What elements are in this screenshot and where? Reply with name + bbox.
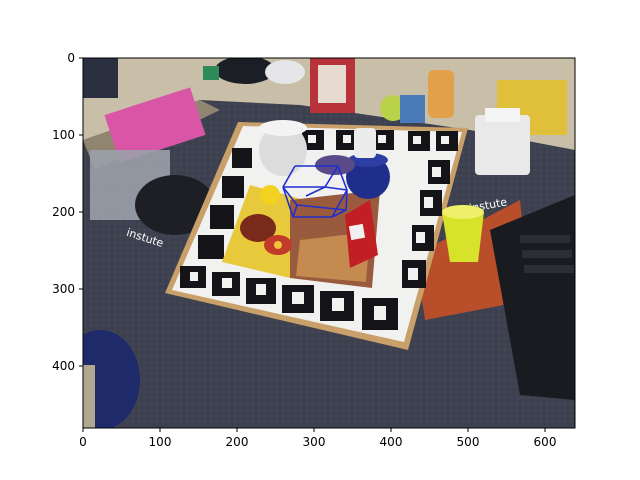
pink-box [104,87,206,163]
dark-object [83,58,118,98]
white-mug-body [259,124,307,176]
x-tick-label: 600 [534,435,557,449]
yellow-cup [442,212,484,262]
blue-box [400,95,425,123]
y-tick-label: 400 [52,359,75,373]
axes-frame [82,57,576,429]
tennis-ball [380,95,406,121]
wireframe-box [282,165,348,218]
blue-mug [346,155,390,199]
red-toy-hole [274,241,282,249]
y-axis: 0 100 200 300 400 [52,51,83,373]
wireframe-edge [292,204,298,218]
wireframe-edge [345,189,348,211]
marker-glyphs [190,134,449,320]
y-tick-label: 100 [52,128,75,142]
wireframe-edge [282,186,298,206]
wireframe-edge [282,165,296,188]
bottle [428,70,454,118]
wireframe-edge [305,186,326,197]
wireframe-edge [331,189,348,218]
wireframe-edge [282,186,294,218]
x-axis: 0 100 200 300 400 500 600 [79,428,556,449]
white-device-top [485,108,520,122]
dark-bowl [215,58,275,84]
white-bowl [265,60,305,84]
y-tick-label: 0 [67,51,75,65]
brown-figure [240,214,276,242]
x-tick-label: 400 [380,435,403,449]
white-device [475,115,530,175]
camera-pile [135,175,215,235]
wireframe-edge [331,209,347,218]
wireframe-edge [296,204,347,211]
y-tick-label: 300 [52,282,75,296]
wireframe-edge [337,165,348,191]
yellow-duck [260,185,280,205]
chair-seat [83,330,140,428]
purple-object [315,155,355,175]
wireframe-edge [324,186,348,191]
photo: instute instute [83,58,575,428]
x-tick-label: 200 [226,435,249,449]
chair-frame [83,365,95,428]
red-car-window [348,223,366,241]
yellow-cup-rim [442,205,484,219]
x-tick-label: 0 [79,435,87,449]
x-tick-label: 300 [303,435,326,449]
laptop-keys [520,235,574,273]
green-box [203,66,219,80]
x-tick-label: 500 [457,435,480,449]
white-bottle [354,128,376,158]
wireframe-edge [324,165,339,188]
laptop [490,195,575,400]
red-frame-inner [318,65,346,103]
y-tick-label: 200 [52,205,75,219]
white-mug-rim [259,120,307,136]
x-tick-label: 100 [149,435,172,449]
